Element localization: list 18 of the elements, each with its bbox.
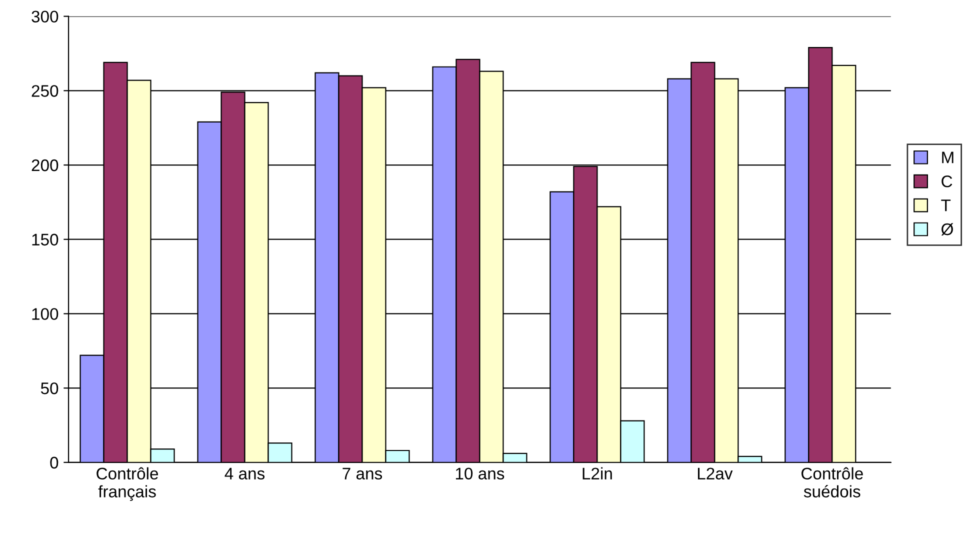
legend-label: M [942, 152, 954, 164]
x-tick-label: L2av [698, 468, 733, 480]
x-tick-label: 4 ans [224, 468, 265, 480]
x-tick-label: L2in [582, 467, 612, 480]
y-tick-label: 100 [32, 308, 58, 320]
legend-label: T [941, 200, 951, 212]
y-tick-label: 300 [32, 10, 58, 23]
y-tick-label: 50 [40, 382, 58, 394]
y-tick-label: 200 [32, 159, 58, 172]
y-tick-label: 0 [50, 456, 58, 469]
x-tick-label: Contrôle français [96, 467, 158, 501]
legend-label: Ø [941, 223, 954, 236]
x-tick-label: 10 ans [456, 468, 504, 480]
legend-label: C [942, 175, 952, 188]
x-tick-label: Contrôle suédois [802, 467, 863, 498]
y-tick-label: 150 [32, 234, 58, 246]
x-tick-label: 7 ans [342, 468, 382, 480]
y-tick-label: 250 [32, 85, 58, 97]
